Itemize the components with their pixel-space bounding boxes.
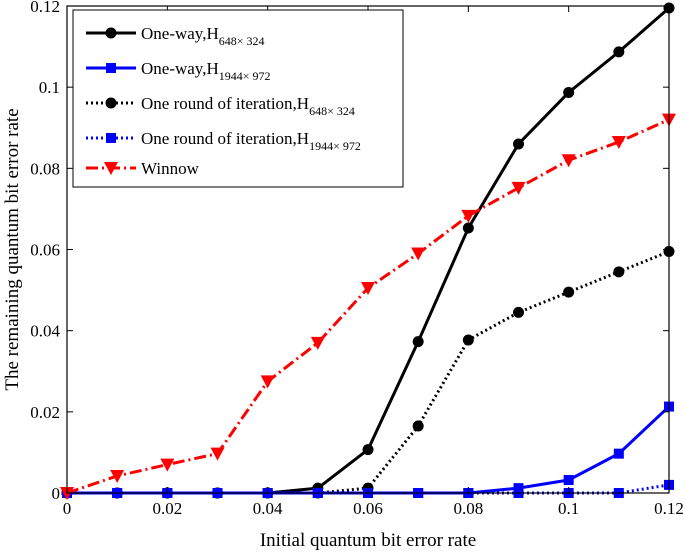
y-tick-label: 0.06 <box>30 241 60 260</box>
data-point <box>563 475 574 486</box>
x-tick-label: 0.1 <box>558 499 579 518</box>
series-4 <box>60 113 676 500</box>
axis-ticks: 0 0.02 0.04 0.06 0.08 0.1 0.12 0 0.02 0.04 0.06 0.0… <box>30 0 684 518</box>
data-point <box>412 420 424 432</box>
data-point <box>210 447 225 461</box>
legend-entry: Winnow <box>86 159 200 178</box>
data-point <box>362 444 374 456</box>
legend-entry: One-way,H1944× 972 <box>86 59 271 83</box>
data-point <box>613 266 625 278</box>
x-tick-label: 0.06 <box>353 499 383 518</box>
x-tick-label: 0.02 <box>152 499 182 518</box>
legend-label-subscript: 648× 324 <box>219 34 265 48</box>
legend-entry: One round of iteration,H1944× 972 <box>86 129 361 153</box>
data-point <box>310 336 325 350</box>
legend-box <box>72 9 404 188</box>
data-point <box>160 458 175 472</box>
data-point <box>613 46 625 58</box>
y-tick-label: 0.02 <box>30 403 60 422</box>
data-point <box>110 469 125 483</box>
legend-label-subscript: 648× 324 <box>309 104 355 118</box>
legend-entry: One-way,H648× 324 <box>86 24 265 48</box>
legend-marker <box>105 97 117 109</box>
data-point <box>563 86 575 98</box>
legend-label-text: Winnow <box>141 159 200 178</box>
data-point <box>513 138 524 150</box>
data-point <box>411 247 426 261</box>
data-point <box>361 282 375 296</box>
x-tick-label: 0 <box>63 499 72 518</box>
data-point <box>462 334 474 346</box>
data-point <box>513 306 524 318</box>
data-point <box>611 135 626 149</box>
y-tick-label: 0.1 <box>39 78 60 97</box>
data-point <box>613 448 624 459</box>
legend-marker <box>106 63 116 73</box>
legend-label-text: One round of iteration,H <box>141 129 309 148</box>
y-axis-label: The remaining quantum bit error rate <box>2 108 23 390</box>
legend-label-text: One round of iteration,H <box>141 94 309 113</box>
legend-label-text: One-way,H <box>141 59 219 78</box>
x-tick-label: 0.08 <box>453 499 483 518</box>
data-point <box>412 336 424 348</box>
legend-entry: One round of iteration,H648× 324 <box>86 94 355 118</box>
legend-label: Winnow <box>141 159 200 178</box>
x-axis-label: Initial quantum bit error rate <box>260 530 476 551</box>
data-point <box>462 222 474 234</box>
legend-label: One round of iteration,H1944× 972 <box>141 129 361 153</box>
x-tick-label: 0.12 <box>654 499 684 518</box>
legend-marker <box>105 27 117 39</box>
legend-label: One-way,H648× 324 <box>141 24 265 48</box>
data-point <box>461 209 476 223</box>
legend-label: One-way,H1944× 972 <box>141 59 271 83</box>
data-point <box>561 154 576 168</box>
legend-marker <box>104 162 118 175</box>
data-point <box>511 181 526 195</box>
y-tick-label: 0 <box>52 484 61 503</box>
data-point <box>260 375 275 389</box>
y-tick-label: 0.12 <box>30 0 60 16</box>
data-point <box>563 286 575 298</box>
y-tick-label: 0.08 <box>30 159 60 178</box>
legend-label-subscript: 1944× 972 <box>219 69 271 83</box>
legend-label-text: One-way,H <box>141 24 219 43</box>
legend-marker <box>106 133 116 143</box>
y-tick-label: 0.04 <box>30 322 60 341</box>
legend-label-subscript: 1944× 972 <box>309 139 361 153</box>
x-tick-label: 0.04 <box>253 499 283 518</box>
legend-label: One round of iteration,H648× 324 <box>141 94 355 118</box>
